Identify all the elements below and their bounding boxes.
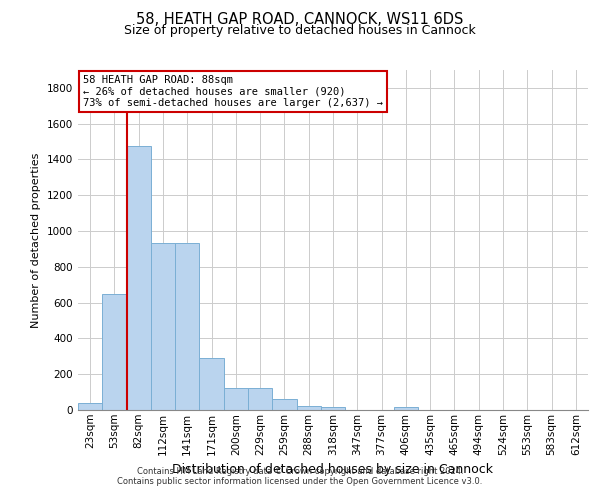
Bar <box>102 294 127 410</box>
Bar <box>321 408 345 410</box>
Bar <box>272 400 296 410</box>
Bar <box>224 388 248 410</box>
Y-axis label: Number of detached properties: Number of detached properties <box>31 152 41 328</box>
Bar <box>296 406 321 410</box>
Text: 58, HEATH GAP ROAD, CANNOCK, WS11 6DS: 58, HEATH GAP ROAD, CANNOCK, WS11 6DS <box>136 12 464 28</box>
Bar <box>78 403 102 410</box>
Bar <box>175 242 199 410</box>
Text: Contains public sector information licensed under the Open Government Licence v3: Contains public sector information licen… <box>118 477 482 486</box>
Bar <box>248 388 272 410</box>
Bar <box>127 146 151 410</box>
Bar <box>394 408 418 410</box>
Text: 58 HEATH GAP ROAD: 88sqm
← 26% of detached houses are smaller (920)
73% of semi-: 58 HEATH GAP ROAD: 88sqm ← 26% of detach… <box>83 75 383 108</box>
Bar <box>151 242 175 410</box>
Text: Contains HM Land Registry data © Crown copyright and database right 2024.: Contains HM Land Registry data © Crown c… <box>137 467 463 476</box>
Text: Size of property relative to detached houses in Cannock: Size of property relative to detached ho… <box>124 24 476 37</box>
Bar <box>199 358 224 410</box>
X-axis label: Distribution of detached houses by size in Cannock: Distribution of detached houses by size … <box>173 463 493 476</box>
